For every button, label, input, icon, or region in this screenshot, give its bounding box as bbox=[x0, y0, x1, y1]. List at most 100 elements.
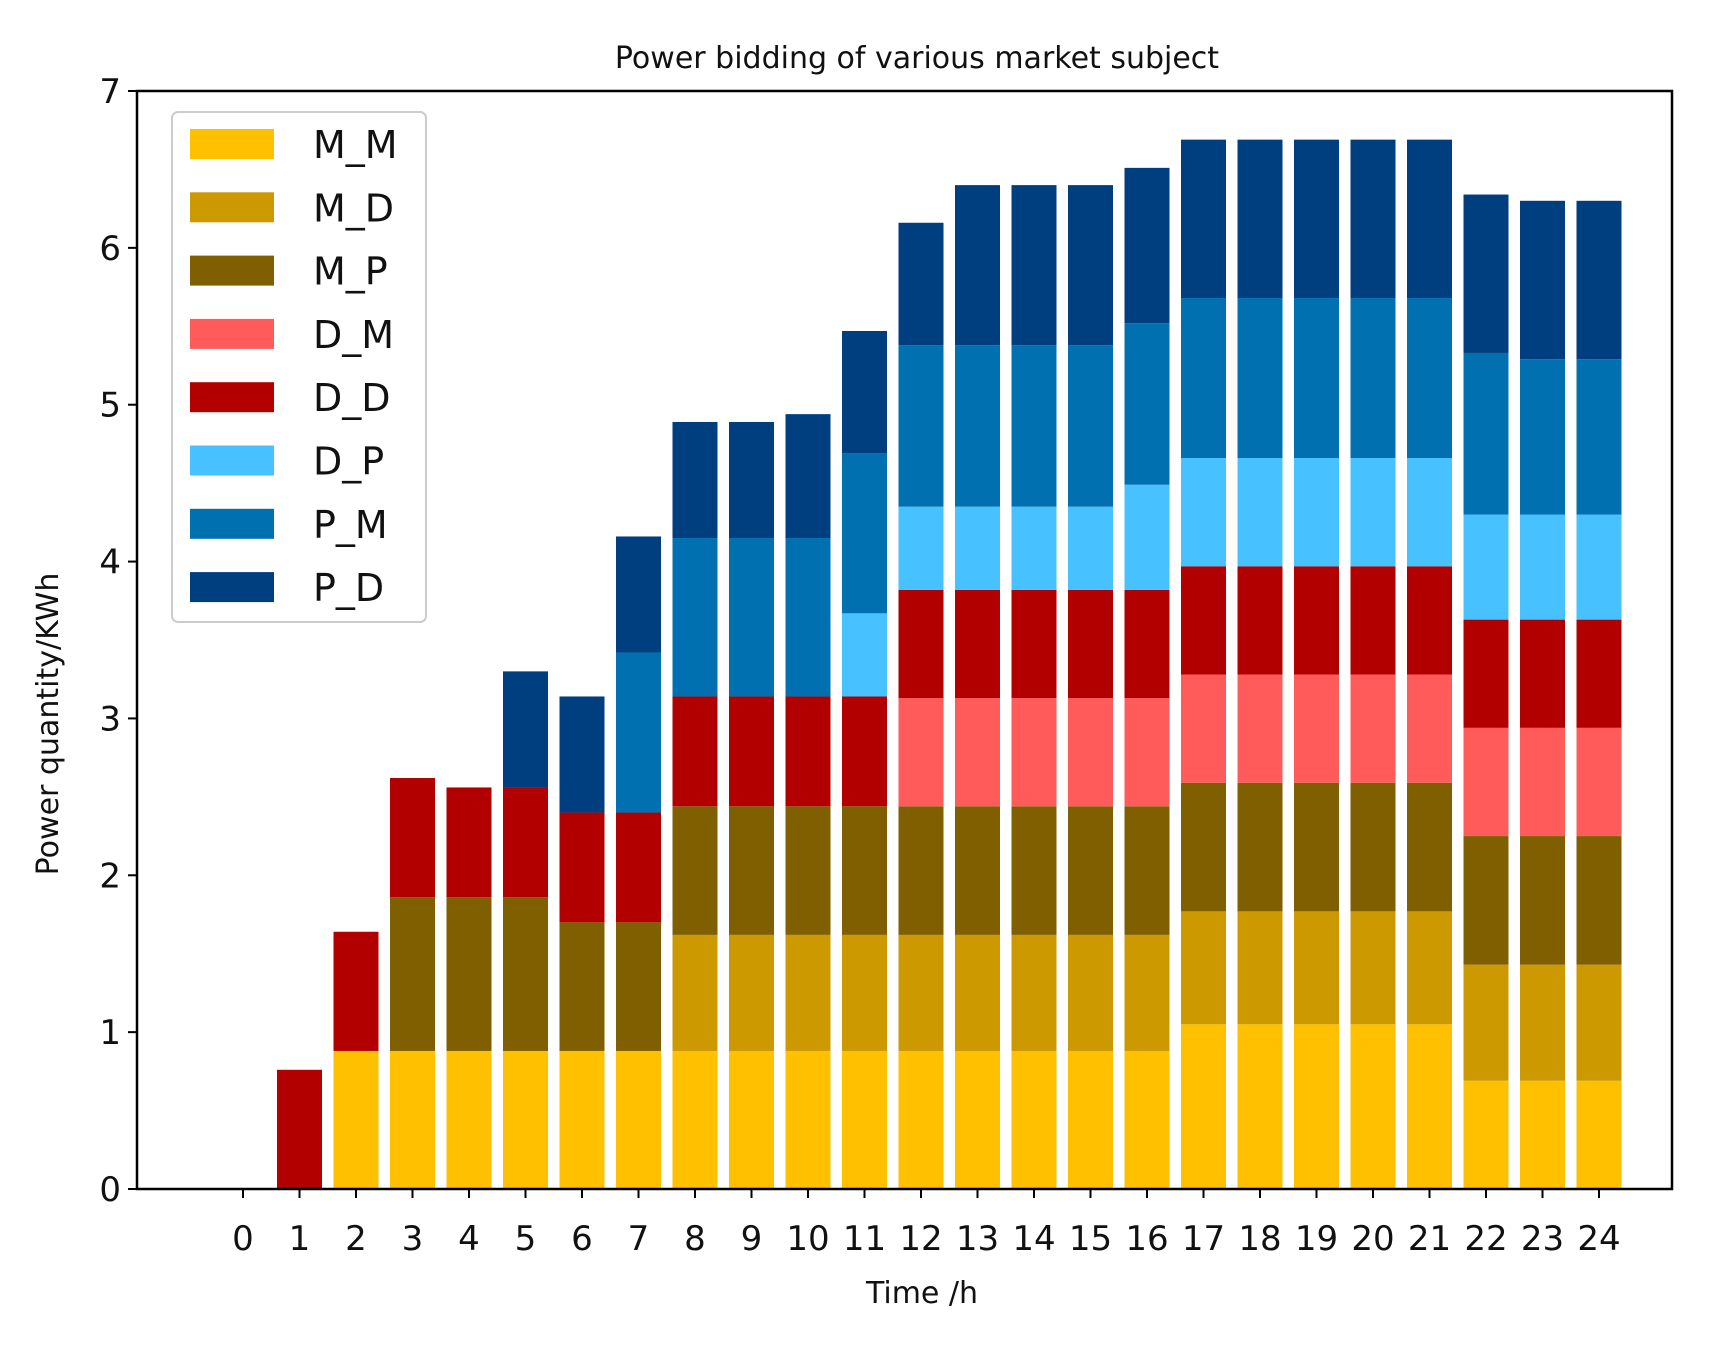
bar-p-d-t11 bbox=[842, 330, 887, 454]
x-tick-label: 1 bbox=[289, 1219, 311, 1259]
legend-swatch-d-p bbox=[190, 445, 274, 476]
bar-p-m-t23 bbox=[1520, 359, 1565, 515]
bar-d-p-t17 bbox=[1181, 458, 1226, 567]
legend-swatch-d-d bbox=[190, 382, 274, 413]
x-tick-label: 5 bbox=[515, 1219, 537, 1259]
bar-m-p-t12 bbox=[898, 806, 944, 935]
x-tick-label: 17 bbox=[1182, 1219, 1225, 1259]
bar-d-m-t22 bbox=[1463, 727, 1509, 837]
bar-d-d-t15 bbox=[1068, 589, 1113, 699]
bar-m-m-t18 bbox=[1237, 1024, 1283, 1189]
bar-d-p-t11 bbox=[842, 613, 887, 697]
bar-p-d-t7 bbox=[616, 536, 661, 653]
bar-m-p-t5 bbox=[503, 897, 548, 1051]
x-tick-label: 15 bbox=[1069, 1219, 1112, 1259]
bar-p-d-t20 bbox=[1350, 139, 1396, 299]
bar-m-d-t21 bbox=[1407, 911, 1452, 1025]
bar-d-m-t15 bbox=[1068, 698, 1113, 807]
bar-m-p-t6 bbox=[559, 922, 605, 1051]
bar-d-m-t16 bbox=[1124, 698, 1170, 807]
bar-d-d-t1 bbox=[277, 1069, 322, 1189]
x-tick-label: 21 bbox=[1408, 1219, 1451, 1259]
bars-layer bbox=[277, 139, 1622, 1189]
bar-m-m-t21 bbox=[1407, 1024, 1452, 1189]
legend-label: D_D bbox=[313, 376, 391, 420]
bar-d-m-t23 bbox=[1520, 727, 1565, 837]
bar-m-d-t20 bbox=[1350, 911, 1396, 1025]
bar-p-d-t8 bbox=[672, 421, 718, 539]
x-tick-label: 14 bbox=[1012, 1219, 1055, 1259]
bar-m-d-t13 bbox=[955, 934, 1000, 1051]
legend-label: D_M bbox=[313, 313, 394, 357]
bar-m-m-t4 bbox=[446, 1050, 492, 1189]
bar-m-d-t12 bbox=[898, 934, 944, 1051]
y-tick-label: 4 bbox=[99, 543, 121, 583]
bar-p-m-t24 bbox=[1576, 359, 1622, 515]
bar-m-p-t4 bbox=[446, 897, 492, 1051]
bar-p-m-t16 bbox=[1124, 323, 1170, 485]
bar-m-p-t13 bbox=[955, 806, 1000, 935]
bar-d-p-t23 bbox=[1520, 514, 1565, 620]
x-tick-label: 10 bbox=[786, 1219, 829, 1259]
bar-d-p-t21 bbox=[1407, 458, 1452, 567]
bar-d-m-t13 bbox=[955, 698, 1000, 807]
bar-m-m-t12 bbox=[898, 1050, 944, 1189]
bar-p-d-t23 bbox=[1520, 200, 1565, 360]
x-axis: 0 1 2 3 4 5 6 7 8 9 10 11 12 13 14 15 16 17 18 19 20 21 22 23 24 bbox=[232, 1189, 1621, 1259]
bar-d-d-t11 bbox=[842, 696, 887, 807]
bar-m-m-t11 bbox=[842, 1050, 887, 1189]
bar-m-m-t24 bbox=[1576, 1080, 1622, 1189]
bar-p-d-t24 bbox=[1576, 200, 1622, 360]
bar-m-m-t5 bbox=[503, 1050, 548, 1189]
bar-d-d-t20 bbox=[1350, 566, 1396, 675]
bar-p-d-t10 bbox=[785, 414, 831, 539]
plot-frame bbox=[135, 89, 1674, 1191]
y-tick-label: 0 bbox=[99, 1170, 121, 1210]
x-tick-label: 23 bbox=[1521, 1219, 1564, 1259]
bar-d-d-t6 bbox=[559, 812, 605, 923]
bar-p-d-t9 bbox=[729, 421, 774, 539]
bar-d-d-t17 bbox=[1181, 566, 1226, 675]
x-tick-label: 19 bbox=[1295, 1219, 1338, 1259]
bar-m-m-t10 bbox=[785, 1050, 831, 1189]
bar-m-m-t3 bbox=[390, 1050, 435, 1189]
bar-m-m-t17 bbox=[1181, 1024, 1226, 1189]
bar-m-d-t23 bbox=[1520, 964, 1565, 1081]
legend-swatch-d-m bbox=[190, 318, 274, 349]
legend-swatch-m-m bbox=[190, 129, 274, 159]
bar-p-m-t14 bbox=[1011, 345, 1057, 507]
bar-m-d-t14 bbox=[1011, 934, 1057, 1051]
bar-m-p-t8 bbox=[672, 806, 718, 935]
bar-m-m-t7 bbox=[616, 1050, 661, 1189]
x-tick-label: 13 bbox=[956, 1219, 999, 1259]
legend-label: P_D bbox=[313, 566, 384, 610]
bar-d-d-t18 bbox=[1237, 566, 1283, 675]
bar-m-m-t15 bbox=[1068, 1050, 1113, 1189]
bar-d-m-t12 bbox=[898, 698, 944, 807]
bar-m-d-t19 bbox=[1294, 911, 1339, 1025]
bar-d-d-t19 bbox=[1294, 566, 1339, 675]
bar-p-m-t17 bbox=[1181, 298, 1226, 459]
bar-m-m-t19 bbox=[1294, 1024, 1339, 1189]
y-tick-label: 5 bbox=[99, 386, 121, 426]
bar-m-m-t23 bbox=[1520, 1080, 1565, 1189]
y-axis-label: Power quantity/KWh bbox=[31, 573, 66, 876]
bar-d-d-t2 bbox=[333, 931, 379, 1051]
x-tick-label: 24 bbox=[1577, 1219, 1620, 1259]
bar-d-d-t24 bbox=[1576, 619, 1622, 728]
bar-d-m-t18 bbox=[1237, 674, 1283, 783]
x-tick-label: 16 bbox=[1125, 1219, 1168, 1259]
bar-d-d-t5 bbox=[503, 787, 548, 898]
bar-d-d-t21 bbox=[1407, 566, 1452, 675]
bar-d-d-t16 bbox=[1124, 589, 1170, 699]
bar-d-p-t14 bbox=[1011, 506, 1057, 590]
bar-p-m-t18 bbox=[1237, 298, 1283, 459]
bar-d-m-t21 bbox=[1407, 674, 1452, 783]
bar-m-m-t20 bbox=[1350, 1024, 1396, 1189]
bar-p-m-t7 bbox=[616, 652, 661, 813]
bar-d-m-t20 bbox=[1350, 674, 1396, 783]
bar-m-d-t15 bbox=[1068, 934, 1113, 1051]
bar-d-d-t4 bbox=[446, 787, 492, 898]
bar-m-d-t9 bbox=[729, 934, 774, 1051]
